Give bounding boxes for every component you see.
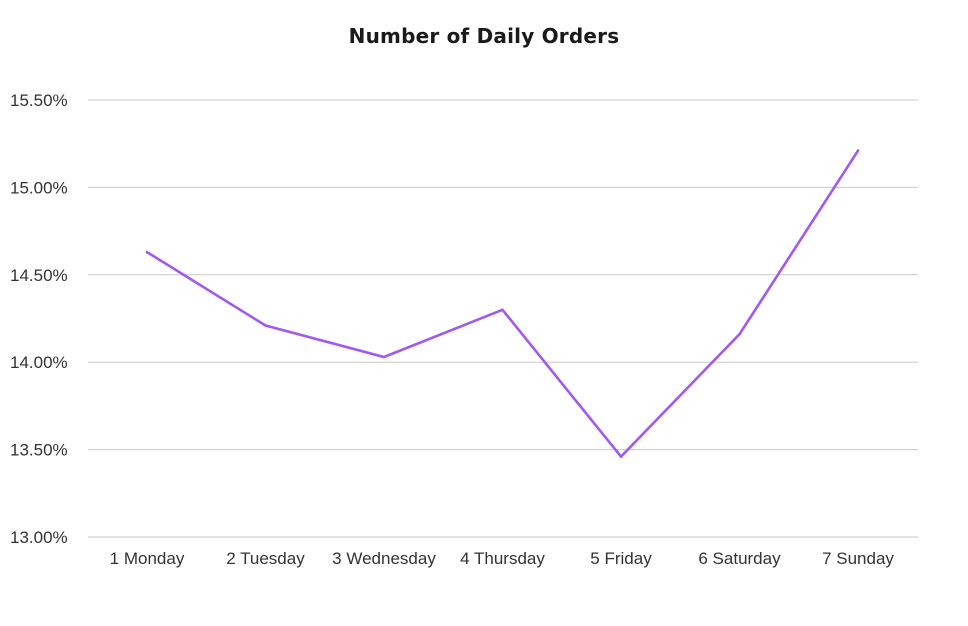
x-tick-label: 3 Wednesday	[332, 549, 436, 568]
x-tick-label: 1 Monday	[110, 549, 185, 568]
x-axis-ticks: 1 Monday 2 Tuesday 3 Wednesday 4 Thursday 5 …	[110, 549, 895, 568]
data-point	[501, 308, 504, 312]
x-tick-label: 7 Sunday	[822, 549, 894, 568]
data-point	[856, 149, 860, 152]
data-point	[738, 332, 741, 336]
series-layer	[145, 149, 860, 458]
series-line	[145, 149, 860, 458]
y-axis-ticks: 13.00% 13.50% 14.00% 14.50% 15.00% 15.50%	[10, 91, 68, 547]
y-tick-label: 14.00%	[10, 353, 68, 372]
x-tick-label: 2 Tuesday	[226, 549, 305, 568]
chart-title: Number of Daily Orders	[348, 24, 620, 48]
data-point	[382, 355, 386, 359]
x-tick-label: 5 Friday	[590, 549, 652, 568]
data-point	[145, 250, 149, 254]
x-tick-label: 4 Thursday	[460, 549, 545, 568]
data-point	[264, 324, 267, 327]
y-tick-label: 14.50%	[10, 266, 68, 285]
gridlines	[88, 99, 918, 538]
x-tick-label: 6 Saturday	[698, 549, 781, 568]
y-tick-label: 15.00%	[10, 178, 68, 197]
y-tick-label: 13.00%	[10, 528, 68, 547]
data-point	[619, 455, 623, 458]
y-tick-label: 13.50%	[10, 441, 68, 460]
y-tick-label: 15.50%	[10, 91, 68, 110]
